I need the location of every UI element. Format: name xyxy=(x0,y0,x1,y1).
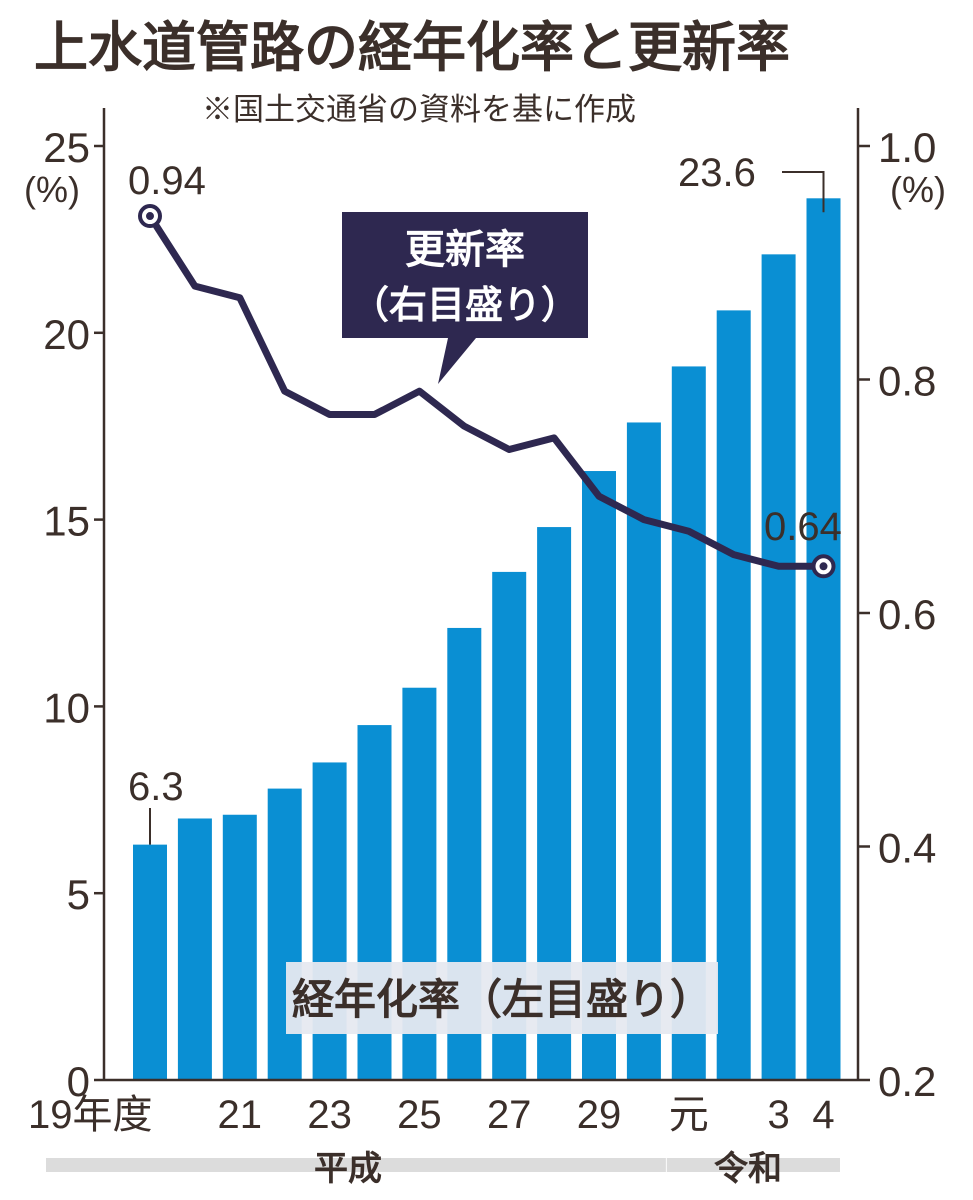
renewal-rate-legend-line2: （右目盛り） xyxy=(351,283,579,327)
aging-rate-bar xyxy=(716,310,751,1080)
left-tick-label: 25 xyxy=(43,124,90,171)
chart-labels: 6.3 23.6 0.94 0.64 更新率 （右目盛り） 経年化率（左目盛り） xyxy=(128,151,842,1034)
x-tick-label: 3 xyxy=(767,1093,789,1137)
source-note: ※国土交通省の資料を基に作成 xyxy=(202,92,636,128)
x-tick-label: 27 xyxy=(487,1093,532,1137)
x-axis: 19年度 21 23 25 27 29 元 3 4 xyxy=(28,1093,835,1137)
left-tick-label: 20 xyxy=(43,311,90,358)
right-axis: 0.2 0.4 0.6 0.8 1.0(%) xyxy=(856,108,946,1105)
last-bar-value-label: 23.6 xyxy=(678,151,756,195)
chart-title: 上水道管路の経年化率と更新率 xyxy=(34,16,790,79)
right-tick-label: 0.8 xyxy=(878,358,936,405)
left-axis: 0 5 10 15 20 25(%) xyxy=(24,108,106,1105)
aging-rate-bar xyxy=(133,844,167,1080)
renewal-endpoint-dot xyxy=(819,562,828,571)
era-label: 令和 xyxy=(714,1149,782,1189)
x-tick-label: 29 xyxy=(577,1093,622,1137)
left-tick-label: 0 xyxy=(67,1058,90,1105)
x-tick-label: 元 xyxy=(669,1093,709,1137)
left-tick-label: 5 xyxy=(67,871,90,918)
aging-rate-legend-label: 経年化率（左目盛り） xyxy=(292,975,712,1024)
aging-rate-legend-box xyxy=(286,962,718,1034)
right-tick-label: 0.4 xyxy=(878,825,936,872)
renewal-endpoint-dot xyxy=(146,212,154,221)
renewal-line xyxy=(138,204,836,579)
x-tick-label: 25 xyxy=(397,1093,442,1137)
left-tick-label: 15 xyxy=(43,498,90,545)
right-axis-unit: (%) xyxy=(890,169,946,210)
aging-rate-bar xyxy=(806,198,841,1080)
left-tick-label: 10 xyxy=(43,684,90,731)
aging-rate-bar xyxy=(222,814,257,1080)
renewal-rate-legend-line1: 更新率 xyxy=(405,227,525,273)
x-tick-label: 23 xyxy=(307,1093,352,1137)
era-label: 平成 xyxy=(314,1149,382,1189)
left-axis-unit: (%) xyxy=(24,169,80,210)
renewal-rate-line xyxy=(146,212,827,570)
x-tick-label: 19年度 xyxy=(28,1093,153,1137)
aging-rate-bar xyxy=(267,788,302,1080)
first-line-value-label: 0.94 xyxy=(128,159,206,203)
last-bar-leader xyxy=(782,171,825,213)
x-tick-label: 4 xyxy=(812,1093,834,1137)
right-tick-label: 0.2 xyxy=(878,1058,936,1105)
first-bar-value-label: 6.3 xyxy=(128,765,184,809)
aging-rate-bar xyxy=(177,818,212,1080)
renewal-rate-callout-box xyxy=(342,212,588,384)
era-band xyxy=(46,1158,666,1172)
aging-rate-bar xyxy=(761,254,796,1080)
x-tick-label: 21 xyxy=(218,1093,263,1137)
last-line-value-label: 0.64 xyxy=(764,505,842,549)
era-bands: 平成 令和 xyxy=(46,1149,840,1189)
right-tick-label: 1.0 xyxy=(878,124,936,171)
era-band xyxy=(666,1158,840,1172)
right-tick-label: 0.6 xyxy=(878,591,936,638)
aging-rate-bar xyxy=(671,366,706,1080)
